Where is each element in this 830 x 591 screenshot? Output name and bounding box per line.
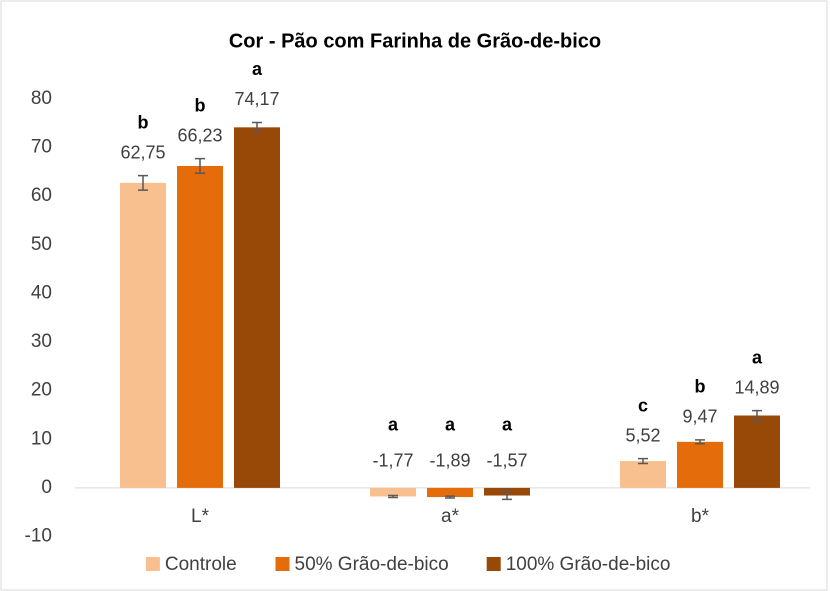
y-tick-label: 30: [31, 331, 52, 352]
data-label: 62,75: [120, 142, 165, 162]
y-tick-label: 20: [31, 380, 52, 401]
bar: [370, 487, 416, 497]
bar: [734, 415, 780, 488]
legend-label: Controle: [165, 554, 237, 575]
legend-label: 50% Grão-de-bico: [295, 554, 449, 575]
legend-swatch: [486, 557, 501, 571]
significance-letter: b: [195, 95, 206, 115]
error-bar: [752, 409, 762, 422]
legend-swatch: [145, 557, 160, 571]
data-label: -1,77: [372, 451, 413, 471]
y-tick-label: 60: [31, 185, 52, 206]
x-tick-label: b*: [691, 506, 710, 527]
error-bar: [638, 457, 648, 465]
error-bar: [252, 121, 262, 133]
significance-letter: a: [752, 347, 763, 367]
bar: [427, 487, 473, 498]
significance-letter: a: [252, 59, 263, 79]
y-tick-label: 80: [31, 88, 52, 109]
significance-letter: b: [138, 112, 149, 132]
x-tick-label: a*: [441, 506, 460, 527]
significance-letter: a: [445, 415, 456, 435]
bar: [234, 127, 280, 488]
data-label: 66,23: [177, 125, 222, 145]
bar: [620, 461, 666, 488]
error-bar: [695, 439, 705, 445]
chart-title: Cor - Pão com Farinha de Grão-de-bico: [229, 30, 601, 52]
data-label: -1,57: [486, 451, 527, 471]
significance-letter: c: [638, 395, 648, 415]
y-tick-label: 0: [41, 477, 52, 498]
bar: [120, 182, 166, 488]
bar: [677, 441, 723, 488]
y-tick-label: 10: [31, 428, 52, 449]
error-bar: [195, 157, 205, 174]
data-label: 5,52: [625, 425, 660, 445]
error-bar: [138, 174, 148, 191]
legend-swatch: [275, 557, 290, 571]
significance-letter: a: [388, 415, 399, 435]
error-bar: [502, 490, 512, 501]
legend-label: 100% Grão-de-bico: [506, 554, 671, 575]
data-label: 9,47: [682, 407, 717, 427]
significance-letter: a: [502, 415, 513, 435]
x-tick-label: L*: [191, 506, 210, 527]
data-label: -1,89: [429, 451, 470, 471]
data-label: 14,89: [734, 377, 779, 397]
data-label: 74,17: [234, 89, 279, 109]
y-tick-label: 50: [31, 234, 52, 255]
error-bar: [445, 495, 455, 499]
bar: [177, 165, 223, 488]
y-tick-label: -10: [25, 526, 52, 547]
y-tick-label: 40: [31, 282, 52, 303]
error-bar: [388, 494, 398, 499]
y-tick-label: 70: [31, 137, 52, 158]
significance-letter: b: [695, 377, 706, 397]
